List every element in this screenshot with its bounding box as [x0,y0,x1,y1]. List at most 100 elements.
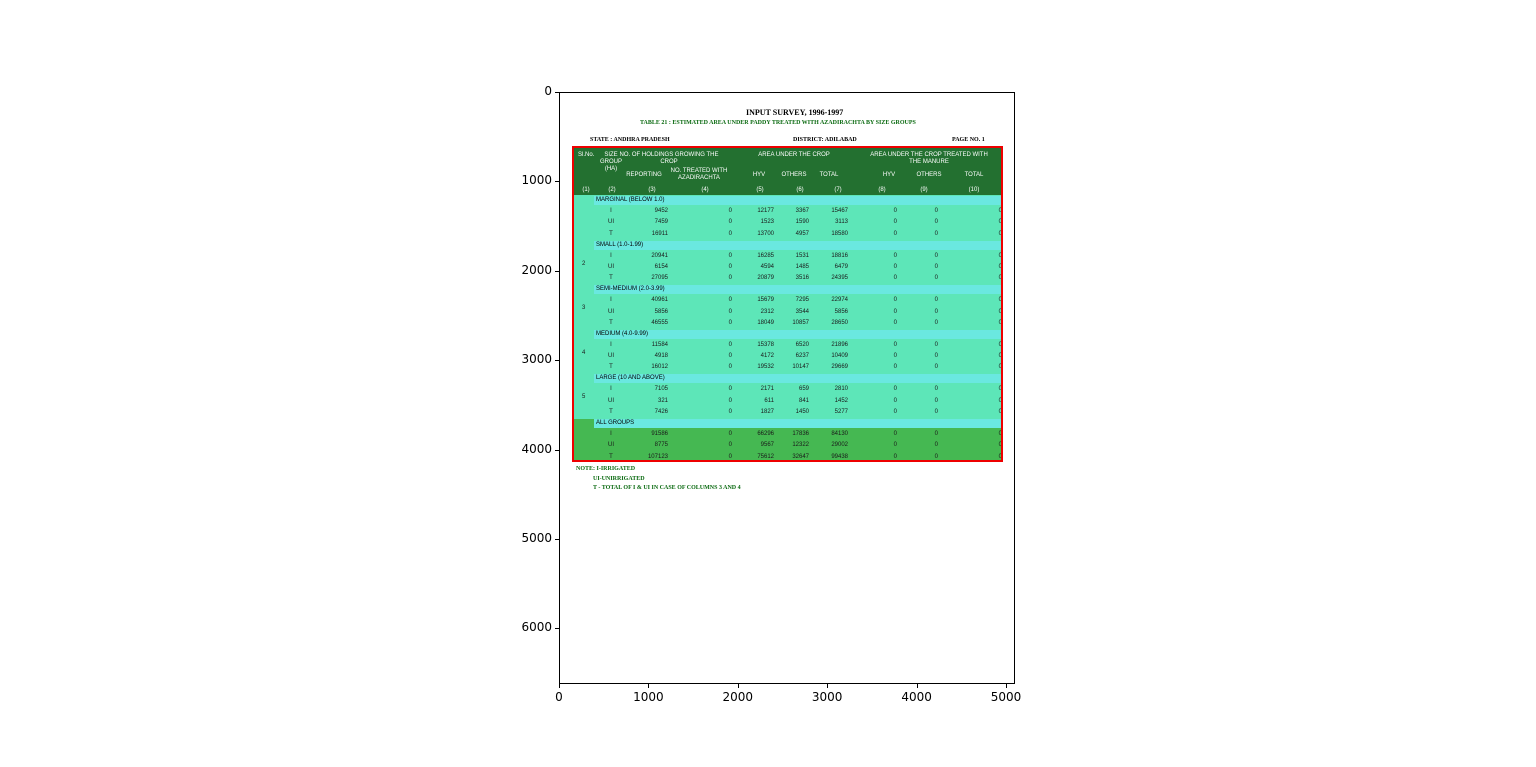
table-cell: 9567 [760,442,774,449]
table-cell: 0 [998,364,1002,371]
table-cell: 7105 [654,386,668,393]
table-cell: 0 [998,219,1002,226]
y-tick-mark [555,628,559,630]
header-area_treated: AREA UNDER THE CROP TREATED WITH THE MAN… [870,152,988,165]
table-cell: 0 [728,297,732,304]
table-cell: 0 [998,252,1002,259]
table-cell: 1531 [795,252,809,259]
x-tick-label: 4000 [901,690,932,704]
table-cell: 0 [934,353,938,360]
table-cell: 3367 [795,208,809,214]
header-reporting: REPORTING [626,172,662,178]
x-tick-mark [827,684,829,688]
y-tick-mark [555,360,559,362]
section-band [594,285,1001,295]
table-cell: 1485 [795,263,809,270]
row-type: UI [608,308,614,315]
row-type: I [610,208,612,214]
x-tick-mark [559,684,560,688]
table-cell: 5856 [834,308,848,315]
table-cell: 12177 [757,208,774,214]
table-cell: 18816 [831,252,848,259]
table-cell: 28650 [831,319,848,326]
table-cell: 0 [728,319,732,326]
y-tick-mark [555,181,559,183]
table-cell: 0 [893,442,897,449]
table-cell: 0 [934,308,938,315]
row-type: T [609,275,613,282]
row-type: T [609,319,613,326]
header-hyv: HYV [752,172,766,178]
table-cell: 18580 [831,230,848,237]
table-cell: 0 [998,263,1002,270]
table-cell: 10857 [792,319,809,326]
table-cell: 12322 [792,442,809,449]
row-type: I [610,341,612,348]
header-others: OTHERS [916,172,942,178]
table-cell: 6479 [834,263,848,270]
table-cell: 4172 [760,353,774,360]
row-type: T [609,453,613,460]
section-label: MEDIUM (4.0-9.99) [596,330,649,337]
table-cell: 0 [728,230,732,237]
doc-subtitle: TABLE 21 : ESTIMATED AREA UNDER PADDY TR… [640,120,916,126]
table-cell: 0 [934,263,938,270]
table-cell: 6520 [795,341,809,348]
row-type: UI [608,397,614,404]
x-tick-label: 2000 [722,690,754,704]
header-total: TOTAL [819,172,839,178]
table-cell: 0 [893,263,897,270]
table-cell: 99438 [831,453,848,460]
table-cell: 2810 [834,386,848,393]
table-cell: 0 [893,409,897,415]
header-treated: NO. TREATED WITH AZADIRACHTA [670,168,728,181]
y-tick-label: 6000 [521,620,552,635]
table-cell: 22974 [831,297,848,304]
section-label: LARGE (10 AND ABOVE) [596,375,665,382]
table-cell: 0 [728,275,732,282]
table-cell: 0 [934,364,938,371]
table-cell: 0 [893,341,897,348]
y-tick-label: 3000 [521,352,552,367]
table-cell: 9452 [654,208,668,214]
row-type: T [609,409,613,415]
table-cell: 5856 [654,308,668,315]
table-cell: 1452 [834,397,848,404]
table-cell: 1590 [795,219,809,226]
row-type: I [610,297,612,304]
sl-no: 4 [582,349,586,356]
table-cell: 16911 [651,230,668,237]
table-cell: 0 [934,275,938,282]
table-cell: 10409 [831,353,848,360]
table-cell: 13700 [757,230,774,237]
table-cell: 0 [893,297,897,304]
row-type: UI [608,353,614,360]
table-cell: 5277 [834,409,848,415]
table-cell: 0 [998,275,1002,282]
table-cell: 3516 [795,275,809,282]
column-number: (4) [701,187,709,193]
table-cell: 0 [893,208,897,214]
header-area: AREA UNDER THE CROP [758,152,830,158]
table-cell: 0 [998,341,1002,348]
x-tick-mark [1006,684,1007,688]
table-cell: 0 [934,341,938,348]
table-cell: 0 [998,319,1002,326]
table-cell: 0 [934,442,938,449]
table-cell: 1450 [795,409,809,415]
table-cell: 659 [798,386,809,393]
table-cell: 0 [934,230,938,237]
table-cell: 0 [934,409,938,415]
table-cell: 0 [998,397,1002,404]
y-tick-mark [555,449,559,451]
table-cell: 7459 [654,219,668,226]
table-cell: 2312 [760,308,774,315]
column-number: (2) [608,187,616,193]
table-cell: 16012 [651,364,668,371]
section-band [594,329,1001,339]
table-cell: 0 [893,252,897,259]
table-cell: 11584 [651,341,668,348]
table-cell: 0 [728,219,732,226]
column-number: (5) [756,187,764,193]
table-cell: 29002 [831,442,848,449]
